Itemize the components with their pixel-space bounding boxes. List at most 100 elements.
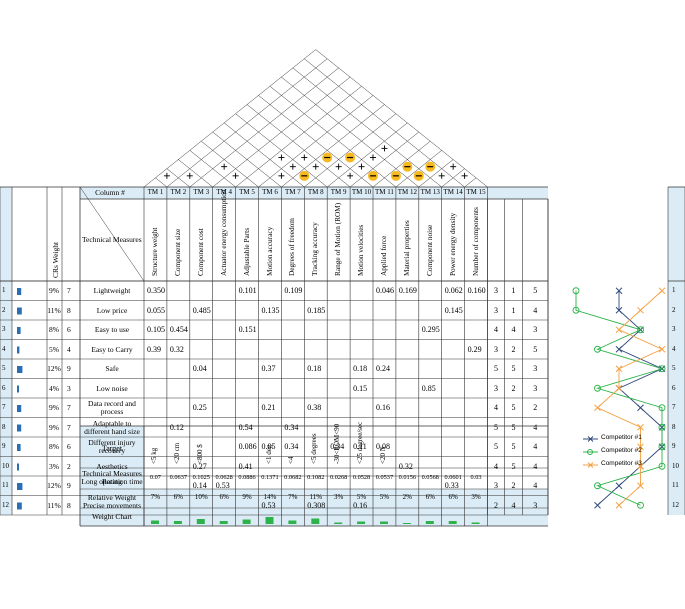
relative-weight-label: Relative Weight [87, 493, 137, 502]
competitor-score: 3 [533, 364, 538, 373]
technical-measure-header: Degrees of freedom [287, 218, 297, 276]
cr-weight-pct: 4% [49, 383, 59, 393]
relationship-value: 0.24 [376, 364, 390, 373]
competitor-score: 4 [494, 325, 498, 334]
relationship-value: 0.135 [261, 305, 280, 315]
competitor-score: 4 [511, 325, 516, 334]
relationship-value: 0.21 [261, 403, 276, 412]
relationship-value: 0.308 [307, 500, 326, 510]
target-value: <20 N [379, 446, 387, 464]
rating-value: 0.0528 [352, 474, 371, 481]
relationship-value: 0.37 [261, 364, 276, 373]
relationship-value: 0.41 [238, 461, 253, 471]
tm-label: TM 15 [466, 188, 486, 196]
right-header-bg [668, 187, 685, 281]
technical-measure-header: Tracking accuracy [310, 222, 320, 276]
competitor-score: 3 [494, 481, 498, 490]
weight-chart-bar [334, 522, 343, 524]
relationship-value: 0.05 [261, 442, 276, 451]
cr-weight-pct: 12% [47, 364, 61, 373]
relationship-value: 0.34 [330, 442, 345, 451]
weight-chart-bar [425, 521, 434, 524]
cr-weight-pct: 11% [47, 305, 61, 315]
target-value: <4 [287, 456, 296, 464]
row-number-right: 8 [672, 422, 676, 431]
competitor-point [637, 326, 644, 334]
requirement-name: Easy to use [94, 325, 130, 334]
competitor-point [615, 365, 623, 373]
cr-weight-bar [17, 385, 19, 393]
relationship-value: 0.15 [353, 383, 368, 393]
left-header-bg [0, 187, 12, 281]
row-number: 11 [2, 481, 9, 489]
relationship-value: 0.485 [192, 305, 211, 315]
relationship-value: 0.185 [307, 305, 326, 315]
cr-weight-score: 6 [67, 325, 71, 334]
requirement-name: Aesthetics [96, 461, 128, 471]
legend-label: Competitor #1 [601, 434, 642, 441]
competitor-point [594, 404, 601, 412]
target-value: <800 $ [195, 444, 204, 464]
row-number: 8 [2, 422, 6, 431]
relationship-value: 0.18 [353, 364, 368, 373]
cr-weight-bar [17, 405, 22, 412]
relationship-value: 0.32 [398, 461, 413, 471]
weight-chart-bar [288, 520, 297, 524]
rating-value: 0.0628 [215, 474, 233, 481]
weight-chart-bar [380, 521, 388, 524]
technical-measure-header: Range of Motion (ROM) [333, 202, 343, 276]
competitor-score: 2 [511, 344, 516, 354]
technical-measure-header: Actuator energy consumption [218, 189, 228, 276]
tm-label: TM 8 [307, 188, 324, 196]
rating-value: 0.03 [470, 474, 482, 481]
weight-chart-label: Weight Chart [91, 512, 132, 521]
weight-chart-bar [357, 521, 366, 524]
row-number: 2 [2, 305, 6, 314]
legend-label: Competitor #2 [601, 447, 642, 454]
relationship-value: 0.16 [376, 403, 390, 412]
relative-weight-value: 14% [263, 493, 277, 501]
cr-weight-score: 2 [67, 461, 71, 471]
tm-label: TM 13 [420, 188, 440, 196]
row-number: 1 [2, 286, 6, 294]
tm-label: TM 14 [443, 188, 463, 196]
technical-measure-header: Applied force [379, 235, 388, 276]
cr-weight-bar [17, 502, 22, 510]
cr-weight-pct: 8% [49, 325, 59, 334]
competitor-point [658, 462, 666, 470]
technical-measure-header: Adjustable Parts [241, 227, 251, 276]
weight-chart-bar [173, 521, 182, 524]
competitor-score: 5 [511, 403, 516, 412]
relationship-value: 0.38 [307, 403, 322, 412]
relationship-value: 0.54 [238, 422, 253, 432]
weight-chart-bar [448, 521, 457, 524]
target-label: Target [101, 444, 123, 453]
relationship-value: 0.160 [467, 286, 486, 295]
rating-value: 0.0568 [421, 474, 439, 481]
competitor-point [637, 482, 644, 490]
weight-chart-bar [219, 521, 228, 524]
requirement-name: Low price [96, 305, 128, 315]
relative-weight-value: 11% [309, 493, 323, 501]
cr-weight-score: 9 [67, 481, 71, 490]
competitor-point [615, 384, 623, 392]
relationship-value: 0.454 [169, 325, 188, 334]
competitor-score: 1 [511, 286, 516, 295]
relative-weight-value: 10% [194, 493, 208, 501]
competitor-line [575, 290, 664, 506]
row-number: 4 [2, 344, 6, 353]
relationship-value: 0.12 [169, 422, 184, 432]
relationship-value: 0.85 [421, 383, 436, 393]
relative-weight-value: 6% [219, 493, 229, 501]
competitor-score: 4 [533, 481, 538, 490]
weight-chart-bar [471, 522, 480, 524]
competitor-point [658, 365, 666, 373]
technical-measure-header: Structure weight [150, 227, 159, 276]
competitor-score: 5 [533, 286, 538, 295]
rating-value: 0.0886 [238, 474, 256, 481]
rating-value: 0.0156 [398, 474, 416, 481]
competitor-score: 3 [494, 383, 498, 393]
footer-label-bg [80, 468, 144, 526]
relative-weight-value: 6% [448, 493, 458, 501]
legend-marker [587, 436, 594, 442]
